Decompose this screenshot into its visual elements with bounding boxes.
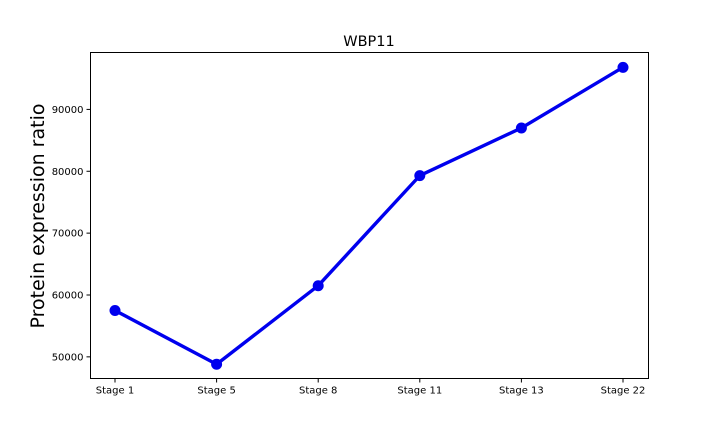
x-tick-label: Stage 1 (96, 386, 134, 397)
data-point (515, 122, 527, 134)
y-tick-label: 60000 (52, 290, 84, 301)
x-tick-label: Stage 5 (197, 386, 235, 397)
series-line (113, 65, 625, 366)
x-tick-label: Stage 11 (397, 386, 442, 397)
y-tick-label: 50000 (52, 352, 84, 363)
y-tick-label: 80000 (52, 167, 84, 178)
data-point (312, 280, 324, 292)
plot-area-frame (90, 52, 649, 379)
y-tick-label: 90000 (52, 105, 84, 116)
y-tick-label: 70000 (52, 229, 84, 240)
x-tick-label: Stage 13 (499, 386, 544, 397)
chart-title: WBP11 (343, 34, 394, 50)
data-points (109, 61, 629, 370)
x-tick-label: Stage 22 (601, 386, 646, 397)
tick-group: Stage 1 Stage 5 Stage 8 Stage 11 Stage 13 Sta… (52, 105, 646, 397)
data-point (109, 304, 121, 316)
data-point (414, 170, 426, 182)
data-point (617, 61, 629, 73)
y-axis-label: Protein expression ratio (27, 104, 49, 329)
x-tick-label: Stage 8 (299, 386, 337, 397)
data-point (211, 358, 223, 370)
